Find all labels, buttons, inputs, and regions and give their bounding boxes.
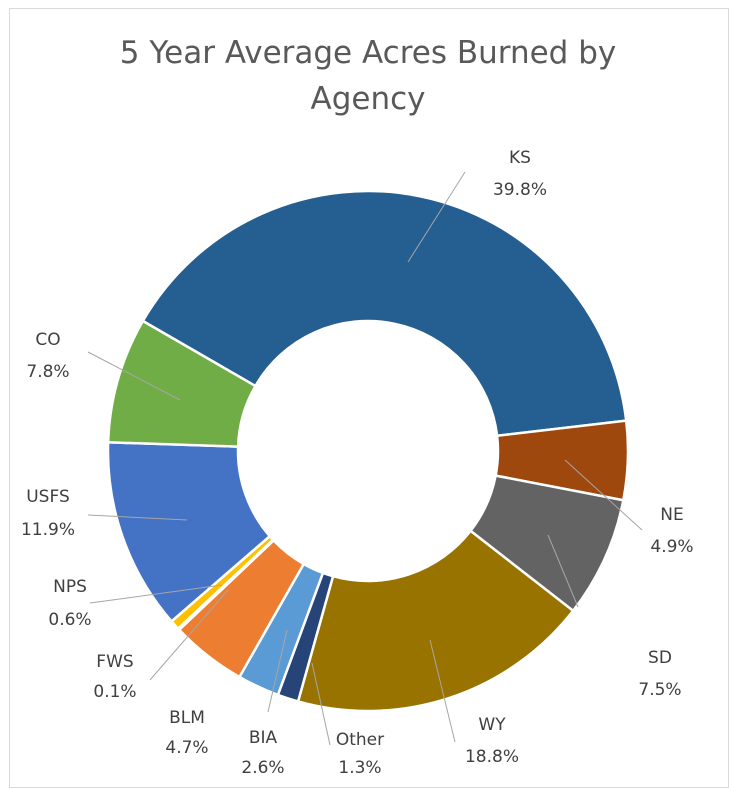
category-label: NPS (53, 577, 87, 597)
value-label: 2.6% (241, 758, 284, 778)
leader-line (149, 589, 229, 681)
donut-segment (106, 319, 258, 448)
value-label: 4.9% (650, 537, 693, 557)
category-label: NE (660, 505, 683, 525)
category-label: Other (336, 730, 384, 750)
value-label: 11.9% (21, 520, 75, 540)
category-label: BLM (169, 708, 205, 728)
category-label: CO (35, 330, 60, 350)
leader-line (267, 629, 288, 713)
leader-line (311, 662, 331, 746)
donut-segment (296, 529, 575, 713)
value-label: 7.5% (638, 680, 681, 700)
leader-line (87, 514, 188, 521)
leader-line (429, 639, 456, 743)
category-label: SD (648, 648, 672, 668)
leader-line (564, 459, 643, 531)
category-label: USFS (26, 487, 70, 507)
leader-line (547, 534, 579, 608)
leader-line (89, 584, 223, 604)
value-label: 39.8% (493, 180, 547, 200)
value-label: 1.3% (338, 758, 381, 778)
leader-line (87, 351, 181, 401)
value-label: 0.1% (93, 682, 136, 702)
value-label: 18.8% (465, 747, 519, 767)
leader-line (407, 171, 466, 263)
value-label: 0.6% (48, 610, 91, 630)
category-label: BIA (249, 728, 278, 748)
value-label: 4.7% (165, 738, 208, 758)
category-label: FWS (96, 652, 133, 672)
donut-segment (141, 189, 628, 438)
value-label: 7.8% (26, 362, 69, 382)
category-label: KS (509, 148, 531, 168)
category-label: WY (478, 715, 506, 735)
chart-title: 5 Year Average Acres Burned by Agency (119, 35, 617, 117)
